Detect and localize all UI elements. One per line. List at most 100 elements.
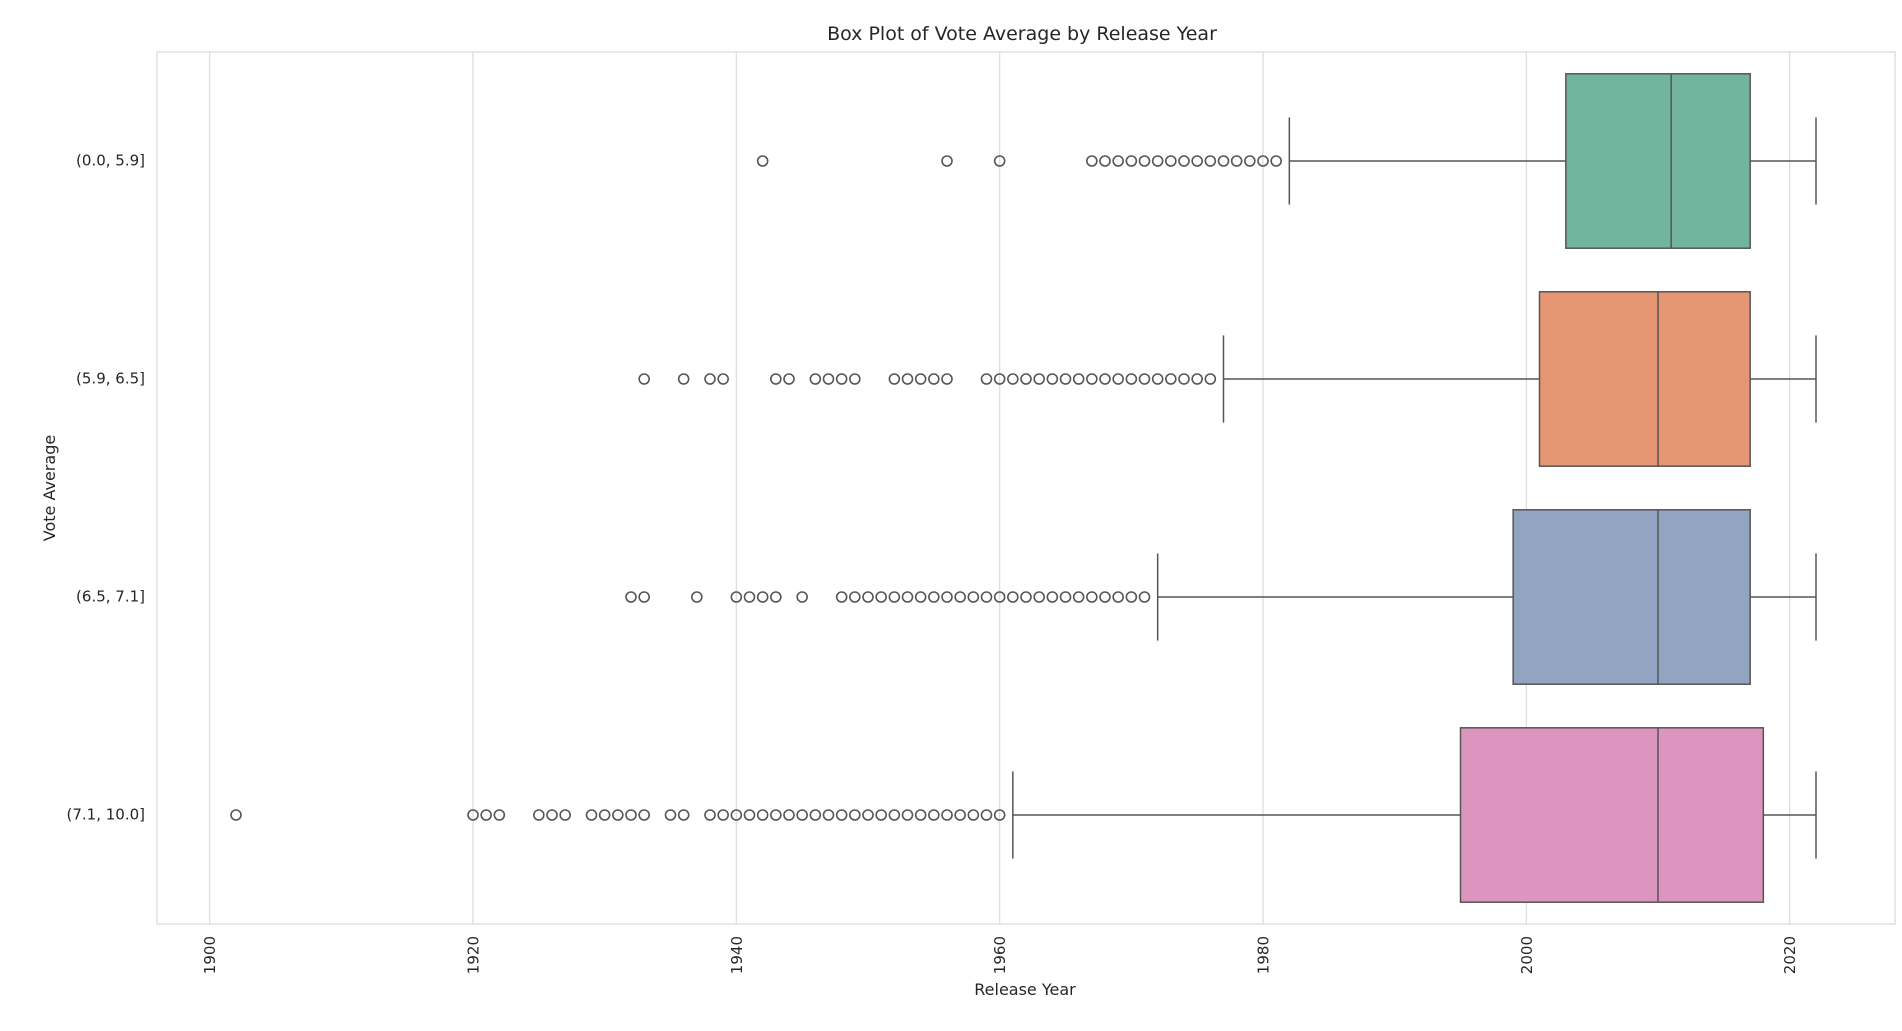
outlier-point bbox=[993, 591, 1006, 603]
iqr-box bbox=[1538, 291, 1751, 467]
outlier-point bbox=[717, 809, 729, 821]
outlier-point bbox=[928, 373, 940, 385]
y-axis-ticks: (0.0, 5.9] (5.9, 6.5] (6.5, 7.1] (7.1, 10.0… bbox=[67, 152, 146, 824]
outlier-point bbox=[1204, 155, 1217, 167]
outlier-point bbox=[1244, 155, 1256, 167]
chart-title: Box Plot of Vote Average by Release Year bbox=[827, 23, 1217, 45]
y-tick-label: (0.0, 5.9] bbox=[76, 152, 145, 170]
outlier-point bbox=[1099, 373, 1111, 385]
outlier-point bbox=[1033, 373, 1045, 385]
x-tick-label: 1960 bbox=[991, 936, 1009, 974]
outlier-point bbox=[598, 809, 611, 821]
outlier-point bbox=[796, 809, 808, 821]
x-tick-label: 1920 bbox=[465, 936, 483, 974]
outlier-point bbox=[770, 591, 782, 603]
outlier-point bbox=[862, 591, 874, 603]
x-tick-label: 2020 bbox=[1781, 936, 1799, 974]
outlier-point bbox=[1125, 591, 1138, 603]
iqr-box bbox=[1512, 509, 1751, 685]
outlier-point bbox=[1257, 155, 1269, 167]
outlier-point bbox=[1217, 155, 1230, 167]
outlier-point bbox=[888, 591, 901, 603]
outlier-point bbox=[1151, 373, 1164, 385]
outlier-point bbox=[835, 591, 848, 603]
outlier-point bbox=[1191, 373, 1203, 385]
plot-frame bbox=[156, 51, 1896, 925]
outlier-point bbox=[1046, 591, 1059, 603]
outlier-point bbox=[1112, 373, 1124, 385]
outlier-point bbox=[783, 373, 795, 385]
outlier-point bbox=[914, 373, 927, 385]
outlier-point bbox=[691, 591, 703, 603]
outlier-point bbox=[822, 809, 835, 821]
outlier-point bbox=[941, 591, 953, 603]
iqr-box bbox=[1565, 73, 1751, 249]
outlier-point bbox=[914, 809, 927, 821]
outlier-point bbox=[928, 591, 940, 603]
outlier-point bbox=[954, 809, 966, 821]
outlier-point bbox=[862, 809, 874, 821]
y-tick-label: (7.1, 10.0] bbox=[67, 806, 146, 824]
outlier-point bbox=[888, 809, 901, 821]
box-group bbox=[756, 73, 1817, 249]
outlier-point bbox=[1020, 591, 1032, 603]
outlier-point bbox=[756, 809, 769, 821]
x-tick-label: 2000 bbox=[1518, 936, 1536, 974]
outlier-point bbox=[1125, 373, 1138, 385]
outlier-point bbox=[1138, 591, 1151, 603]
outlier-point bbox=[980, 809, 993, 821]
outlier-point bbox=[480, 809, 492, 821]
outlier-point bbox=[928, 809, 940, 821]
outlier-point bbox=[638, 591, 650, 603]
y-tick-label: (6.5, 7.1] bbox=[76, 588, 145, 606]
outlier-point bbox=[967, 591, 980, 603]
outlier-point bbox=[835, 373, 848, 385]
outlier-point bbox=[770, 373, 782, 385]
outlier-point bbox=[625, 809, 637, 821]
box-group bbox=[638, 291, 1817, 467]
outlier-point bbox=[467, 809, 479, 821]
outlier-point bbox=[230, 809, 242, 821]
outlier-point bbox=[967, 809, 980, 821]
outlier-point bbox=[743, 591, 756, 603]
outlier-point bbox=[1007, 591, 1019, 603]
outlier-point bbox=[849, 591, 861, 603]
box-group bbox=[625, 509, 1817, 685]
outlier-point bbox=[849, 373, 861, 385]
outlier-point bbox=[704, 809, 716, 821]
outlier-point bbox=[664, 809, 677, 821]
outlier-point bbox=[1059, 373, 1072, 385]
outlier-point bbox=[1138, 373, 1151, 385]
outlier-point bbox=[993, 373, 1006, 385]
x-tick-label: 1900 bbox=[201, 936, 219, 974]
outlier-point bbox=[1086, 155, 1098, 167]
outlier-point bbox=[1020, 373, 1032, 385]
outlier-point bbox=[1125, 155, 1138, 167]
outlier-point bbox=[849, 809, 861, 821]
outlier-point bbox=[875, 591, 887, 603]
outlier-point bbox=[493, 809, 506, 821]
outlier-point bbox=[783, 809, 795, 821]
x-tick-label: 1940 bbox=[728, 936, 746, 974]
outlier-point bbox=[612, 809, 624, 821]
outlier-point bbox=[546, 809, 558, 821]
outlier-point bbox=[743, 809, 756, 821]
x-tick-label: 1980 bbox=[1255, 936, 1273, 974]
outlier-point bbox=[1072, 373, 1085, 385]
outlier-point bbox=[941, 373, 953, 385]
outlier-point bbox=[625, 591, 637, 603]
outlier-point bbox=[993, 155, 1006, 167]
outlier-point bbox=[1112, 155, 1124, 167]
outlier-point bbox=[1191, 155, 1203, 167]
outlier-point bbox=[1230, 155, 1243, 167]
outlier-point bbox=[704, 373, 716, 385]
outlier-point bbox=[1178, 373, 1190, 385]
outlier-point bbox=[1165, 155, 1177, 167]
y-tick-label: (5.9, 6.5] bbox=[76, 370, 145, 388]
outlier-point bbox=[638, 373, 650, 385]
outlier-point bbox=[730, 591, 743, 603]
outlier-point bbox=[941, 809, 953, 821]
outlier-point bbox=[1112, 591, 1124, 603]
outlier-point bbox=[1099, 591, 1111, 603]
